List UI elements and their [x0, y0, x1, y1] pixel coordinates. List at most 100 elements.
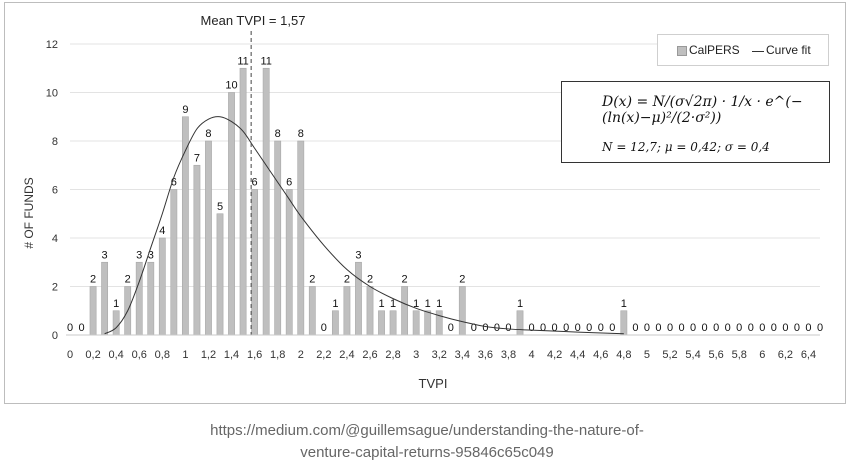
bar [101, 261, 109, 336]
bar [147, 261, 155, 336]
x-tick-label: 2 [298, 349, 304, 361]
x-tick-label: 0 [67, 349, 73, 361]
x-tick-label: 1,4 [224, 349, 239, 361]
bar-data-label: 3 [355, 249, 361, 261]
bar [516, 310, 524, 336]
bar [89, 286, 97, 336]
x-tick-label: 5,2 [662, 349, 677, 361]
bar [205, 140, 212, 336]
x-tick-label: 3,4 [455, 349, 470, 361]
bar-data-label: 0 [471, 322, 477, 334]
curve-fit-line [104, 116, 624, 335]
bar-data-label: 0 [794, 322, 800, 334]
x-tick-label: 4,2 [547, 349, 562, 361]
bar-data-label: 0 [713, 322, 719, 334]
bar [262, 67, 270, 336]
x-tick-label: 3,6 [478, 349, 493, 361]
bar-data-label: 11 [237, 55, 248, 67]
bar-data-label: 0 [67, 322, 73, 334]
bar-data-label: 1 [425, 298, 431, 310]
bar-data-label: 1 [113, 298, 119, 310]
y-tick-label: 10 [46, 88, 58, 100]
x-tick-label: 2,2 [316, 349, 331, 361]
bar-data-label: 0 [552, 322, 558, 334]
x-tick-label: 3 [413, 349, 419, 361]
bar-data-label: 0 [725, 322, 731, 334]
bar-data-label: 0 [678, 322, 684, 334]
legend-swatch-calpers [677, 46, 687, 56]
bar-data-label: 0 [586, 322, 592, 334]
curve-fit [104, 116, 624, 335]
bar [193, 164, 201, 336]
y-tick-label: 2 [52, 282, 58, 294]
bar-data-label: 1 [621, 298, 627, 310]
bar-data-label: 0 [702, 322, 708, 334]
bar [228, 92, 235, 336]
x-tick-label: 4 [528, 349, 534, 361]
x-tick-label: 5,8 [732, 349, 747, 361]
x-tick-label: 4,8 [616, 349, 631, 361]
x-tick-label: 0,6 [132, 349, 147, 361]
bar-data-label: 3 [148, 249, 154, 261]
bar [297, 140, 305, 336]
bar-data-label: 2 [309, 274, 315, 286]
bar-data-label: 0 [448, 322, 454, 334]
x-tick-label: 1,8 [270, 349, 285, 361]
bar-data-label: 0 [575, 322, 581, 334]
x-tick-label: 0,4 [109, 349, 124, 361]
bar-data-label: 0 [667, 322, 673, 334]
x-tick-label: 1,2 [201, 349, 216, 361]
bar-data-label: 6 [171, 177, 177, 189]
x-tick-label: 5 [644, 349, 650, 361]
bar-data-label: 1 [413, 298, 419, 310]
bar-data-label: 0 [563, 322, 569, 334]
bar-data-label: 2 [125, 274, 131, 286]
bar [239, 67, 247, 336]
bar [401, 286, 409, 336]
bar-data-label: 0 [505, 322, 511, 334]
y-tick-label: 0 [52, 330, 58, 342]
bar-data-label: 8 [298, 128, 304, 140]
x-tick-label: 1,6 [247, 349, 262, 361]
bar [412, 310, 420, 336]
legend-label-curve: Curve fit [766, 43, 811, 57]
x-tick-label: 3,2 [432, 349, 447, 361]
bar [355, 261, 362, 336]
bar-data-label: 0 [609, 322, 615, 334]
bar-data-label: 3 [102, 249, 108, 261]
legend: CalPERS Curve fit [657, 34, 829, 66]
bar [216, 213, 224, 336]
x-tick-label: 4,6 [593, 349, 608, 361]
bar-data-label: 0 [528, 322, 534, 334]
bar-data-label: 0 [748, 322, 754, 334]
x-tick-label: 6,4 [801, 349, 816, 361]
x-tick-label: 0,8 [155, 349, 170, 361]
bar-data-label: 0 [632, 322, 638, 334]
bar-data-label: 5 [217, 201, 223, 213]
bar-data-label: 2 [344, 274, 350, 286]
bar [424, 310, 432, 336]
bar-data-label: 0 [736, 322, 742, 334]
bar-data-label: 0 [78, 322, 84, 334]
x-tick-label: 5,6 [709, 349, 724, 361]
x-tick-label: 6,2 [778, 349, 793, 361]
bar [458, 286, 466, 336]
bar [435, 310, 443, 336]
bar-data-label: 1 [436, 298, 442, 310]
bar-data-label: 0 [655, 322, 661, 334]
bar [308, 286, 316, 336]
bar [158, 237, 166, 336]
y-tick-label: 8 [52, 136, 58, 148]
bar-data-label: 0 [771, 322, 777, 334]
x-tick-label: 2,4 [339, 349, 354, 361]
bar [135, 261, 143, 336]
bar [112, 310, 120, 336]
bar-data-label: 8 [205, 128, 211, 140]
formula-equation: D(x) = N/(σ√2π) · 1/x · e^(−(ln(x)−μ)²/(… [602, 94, 803, 126]
bar-data-label: 2 [459, 274, 465, 286]
bar-data-label: 0 [482, 322, 488, 334]
bar-data-label: 1 [332, 298, 338, 310]
formula-parameters: N = 12,7; μ = 0,42; σ = 0,4 [602, 140, 770, 154]
